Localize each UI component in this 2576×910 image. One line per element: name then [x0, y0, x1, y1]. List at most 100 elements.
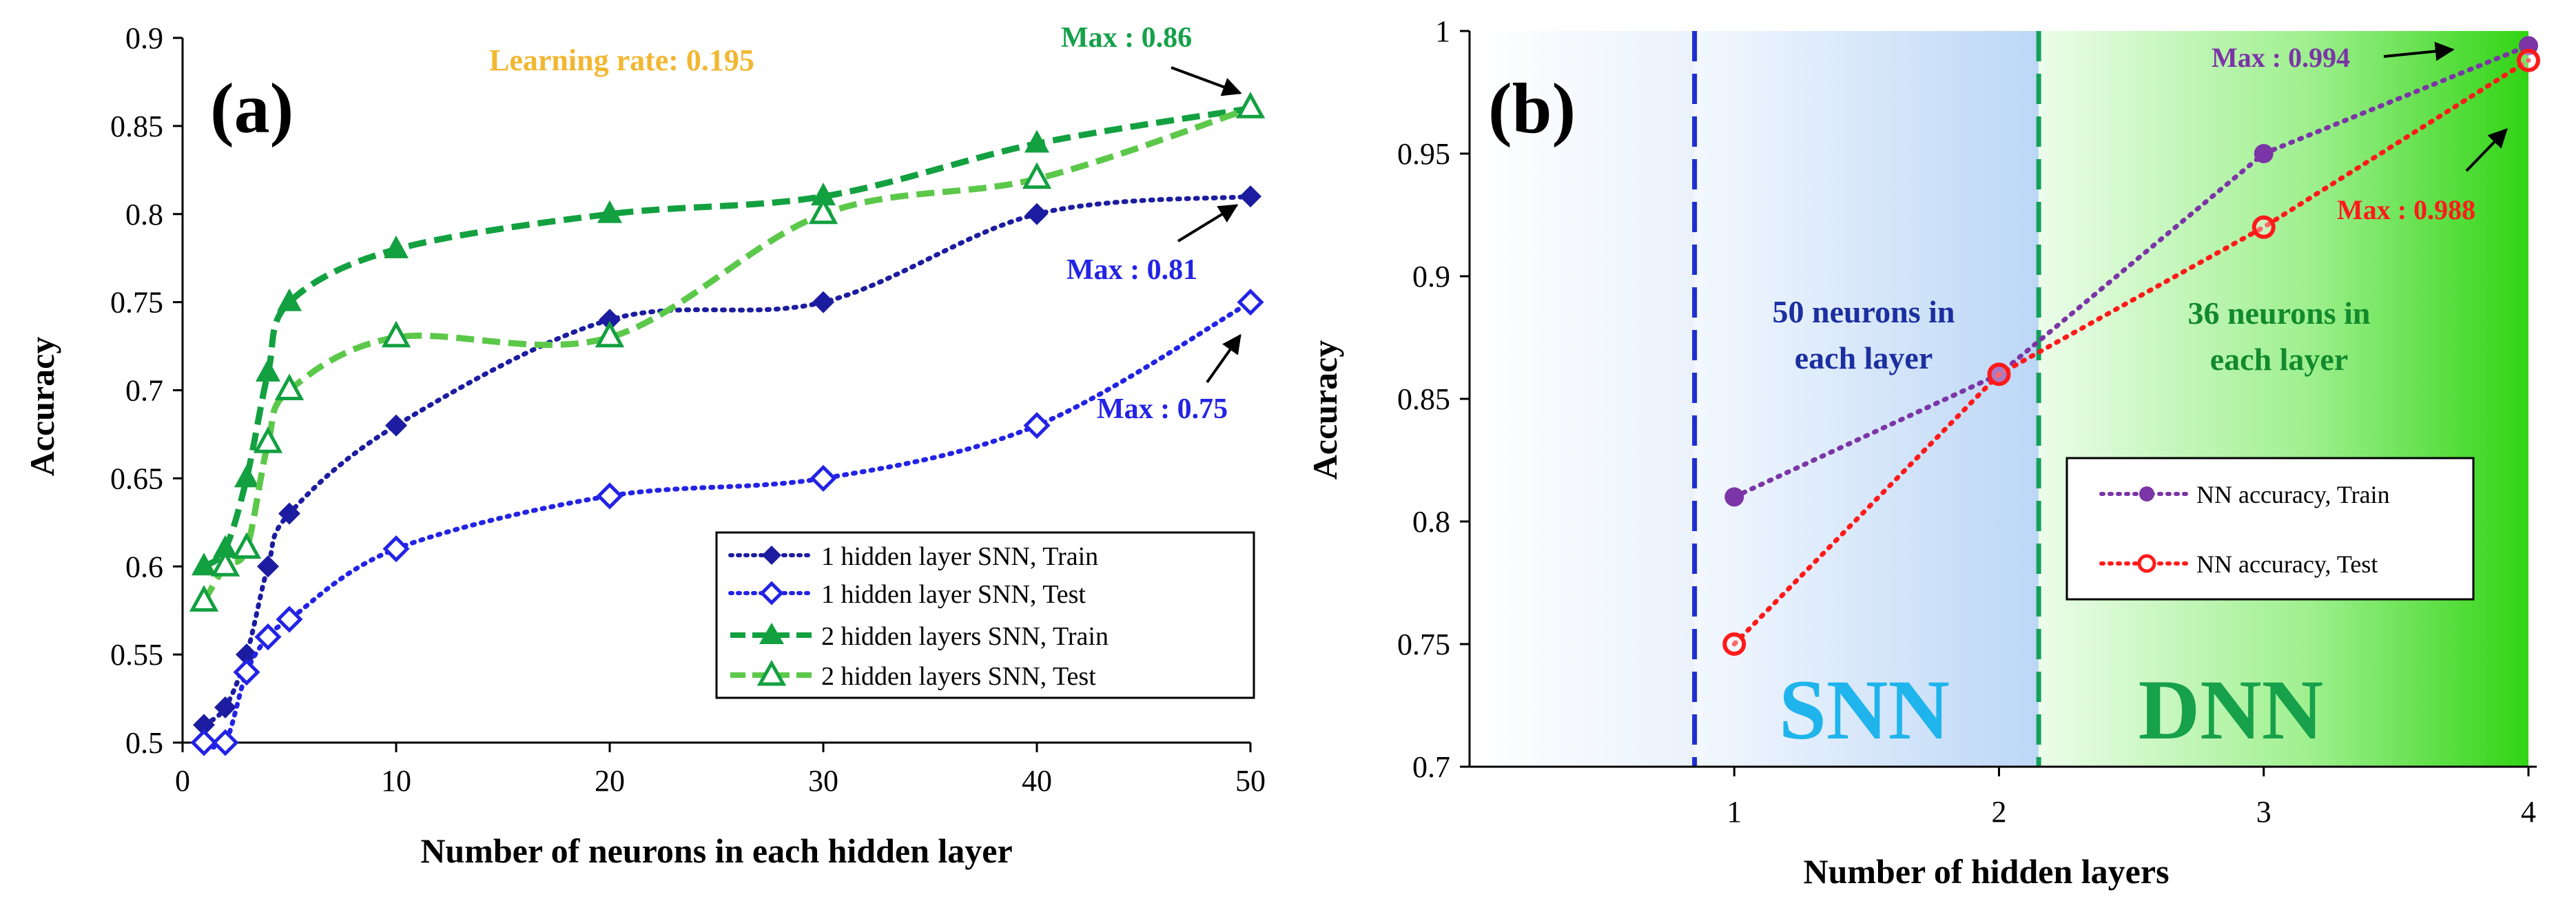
- dnn-note-line-2: each layer: [2210, 342, 2349, 377]
- panel-b-max-test: Max : 0.988: [2337, 194, 2475, 225]
- panel-a-data-point-3: [274, 373, 305, 400]
- panel-a-y-tick-label: 0.9: [125, 21, 163, 55]
- panel-a-data-point-2: [277, 288, 302, 311]
- panel-b-y-tick-label: 1: [1435, 14, 1450, 48]
- panel-a-series: [189, 92, 1266, 756]
- panel-b-y-tick-label: 0.7: [1412, 750, 1450, 784]
- left-margin-region: [1470, 31, 1695, 767]
- panel-a-y-tick-label: 0.65: [110, 462, 163, 495]
- panel-a-data-point-3: [210, 550, 240, 577]
- panel-a-max-train-2: Max : 0.86: [1061, 22, 1192, 54]
- panel-a-data-point-0: [278, 502, 300, 525]
- legend-item-1-layer-train: 1 hidden layer SNN, Train: [728, 542, 1098, 571]
- panel-b-x-axis-title: Number of hidden layers: [1803, 852, 2169, 891]
- panel-a-data-point-1: [382, 535, 410, 563]
- legend-item-2-layers-test: 2 hidden layers SNN, Test: [730, 659, 1096, 691]
- panel-a-data-point-2: [213, 535, 238, 558]
- legend-item-nn-test: NN accuracy, Test: [2099, 550, 2378, 578]
- panel-b-arrow-test: [2465, 127, 2508, 172]
- panel-a-data-point-2: [597, 200, 622, 223]
- panel-a-data-point-1: [810, 464, 837, 492]
- panel-a-y-tick-label: 0.75: [110, 286, 163, 320]
- legend-label: 2 hidden layers SNN, Train: [821, 622, 1109, 651]
- panel-a-data-point-3: [253, 426, 283, 453]
- panel-a-x-axis-title: Number of neurons in each hidden layer: [420, 831, 1012, 870]
- panel-b-legend: NN accuracy, Train NN accuracy, Test: [2065, 457, 2475, 601]
- panel-a-data-point-2: [234, 464, 259, 488]
- panel-a-data-point-1: [1237, 289, 1264, 316]
- panel-b-data-point-1: [2252, 215, 2276, 239]
- dnn-region-label: DNN: [2139, 663, 2324, 757]
- panel-b-series: [1722, 36, 2540, 656]
- panel-a-data-point-1: [212, 729, 239, 756]
- panel-a-ticks: 0.5 0.55 0.6 0.65 0.7 0.75 0.8 0.85 0.9 0 10 20 30 40…: [110, 21, 1266, 798]
- panel-a-data-point-3: [1022, 162, 1052, 189]
- panel-a: 0.5 0.55 0.6 0.65 0.7 0.75 0.8 0.85 0.9 0 10 20 30 40…: [23, 21, 1266, 870]
- dnn-note-line-1: 36 neurons in: [2187, 296, 2370, 331]
- panel-a-data-point-0: [385, 414, 407, 437]
- panel-b-y-tick-label: 0.75: [1397, 628, 1450, 661]
- panel-a-x-tick-label: 30: [808, 764, 838, 798]
- panel-a-data-point-0: [599, 309, 621, 331]
- panel-a-x-tick-label: 40: [1022, 764, 1052, 798]
- panel-b-y-tick-label: 0.85: [1397, 382, 1450, 416]
- panel-a-label: (a): [210, 69, 293, 148]
- panel-b-series-line-1: [1731, 58, 2531, 647]
- panel-a-data-point-2: [256, 358, 280, 382]
- panel-a-data-point-1: [1023, 412, 1051, 440]
- snn-note-line-1: 50 neurons in: [1772, 294, 1955, 329]
- panel-a-data-point-3: [808, 197, 838, 225]
- panel-b-ticks: 0.7 0.75 0.8 0.85 0.9 0.95 1 1 2 3 4: [1397, 14, 2536, 829]
- panel-b-x-tick-label: 1: [1727, 795, 1742, 829]
- snn-region: [1694, 31, 2039, 767]
- panel-b-legend-box: [2065, 457, 2475, 601]
- snn-region-label: SNN: [1779, 663, 1950, 757]
- panel-a-data-point-3: [595, 320, 625, 348]
- panel-a-max-test-1: Max : 0.75: [1097, 393, 1228, 425]
- legend-label: 1 hidden layer SNN, Train: [821, 542, 1098, 571]
- panel-a-data-point-3: [381, 320, 411, 348]
- legend-marker-circle-open: [2137, 554, 2156, 573]
- panel-a-x-tick-label: 10: [381, 764, 411, 798]
- panel-b-y-tick-label: 0.8: [1412, 505, 1450, 539]
- legend-marker-triangle-filled: [759, 623, 784, 644]
- panel-a-data-point-0: [214, 696, 236, 718]
- panel-a-data-point-0: [1026, 203, 1048, 225]
- panel-a-data-point-0: [812, 291, 834, 313]
- panel-b-data-point-1: [2517, 48, 2540, 72]
- panel-a-max-train-1: Max : 0.81: [1067, 254, 1197, 286]
- panel-a-x-tick-label: 0: [175, 764, 190, 798]
- panel-a-data-point-3: [1235, 92, 1266, 118]
- panel-a-legend: 1 hidden layer SNN, Train 1 hidden layer…: [715, 531, 1255, 699]
- panel-a-data-point-1: [276, 606, 303, 633]
- panel-a-data-point-3: [189, 585, 219, 612]
- legend-label: 1 hidden layer SNN, Test: [821, 580, 1086, 609]
- panel-a-data-point-2: [384, 235, 409, 258]
- panel-a-legend-box: [715, 531, 1255, 699]
- panel-a-arrow-test-1: [1206, 333, 1241, 384]
- snn-note-line-2: each layer: [1795, 340, 1933, 375]
- panel-b: 0.7 0.75 0.8 0.85 0.9 0.95 1 1 2 3 4 (b) 50 neuron…: [1306, 14, 2540, 891]
- panel-a-data-point-2: [192, 552, 216, 576]
- panel-a-x-tick-label: 20: [595, 764, 625, 798]
- legend-marker-triangle-open: [756, 659, 787, 686]
- panel-a-series-line-2: [202, 105, 1251, 570]
- panel-b-series-line-0: [1731, 43, 2531, 499]
- panel-b-data-point-1: [1987, 362, 2011, 386]
- legend-label: 2 hidden layers SNN, Test: [821, 662, 1096, 691]
- panel-a-data-point-0: [1239, 185, 1261, 208]
- panel-b-regions: [1470, 31, 2528, 767]
- panel-b-x-tick-label: 2: [1992, 795, 2007, 829]
- panel-b-arrow-train: [2383, 41, 2455, 61]
- dnn-region: [2039, 31, 2528, 767]
- panel-a-data-point-2: [811, 183, 836, 206]
- panel-a-data-point-1: [596, 482, 624, 510]
- panel-b-y-tick-label: 0.95: [1397, 137, 1450, 171]
- panel-b-data-point-0: [2254, 144, 2274, 163]
- legend-marker-circle-filled: [2139, 486, 2154, 501]
- legend-marker-diamond-open: [759, 581, 784, 606]
- panel-a-y-axis-title: Accuracy: [23, 337, 61, 477]
- panel-a-y-tick-label: 0.8: [125, 198, 163, 231]
- panel-a-arrow-train-1: [1177, 204, 1239, 242]
